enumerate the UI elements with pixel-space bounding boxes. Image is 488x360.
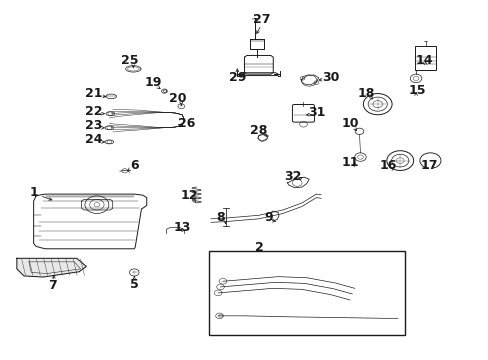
Text: 18: 18 <box>357 87 375 100</box>
Text: 26: 26 <box>178 117 195 130</box>
Text: 23: 23 <box>85 119 102 132</box>
Text: 3: 3 <box>264 258 272 271</box>
Text: 13: 13 <box>173 221 190 234</box>
Text: 17: 17 <box>419 159 437 172</box>
Text: 5: 5 <box>130 278 139 291</box>
Text: 28: 28 <box>250 124 267 137</box>
Text: 27: 27 <box>252 13 269 26</box>
Text: 32: 32 <box>283 170 301 183</box>
Text: 29: 29 <box>228 71 245 84</box>
Text: 16: 16 <box>379 159 396 172</box>
Text: 31: 31 <box>307 107 325 120</box>
Text: 11: 11 <box>341 156 358 169</box>
Text: 22: 22 <box>84 105 102 118</box>
Text: 14: 14 <box>415 54 432 67</box>
Polygon shape <box>17 258 86 277</box>
Bar <box>414 46 435 70</box>
Text: 6: 6 <box>130 159 138 172</box>
Text: 20: 20 <box>168 93 186 105</box>
Text: 15: 15 <box>407 84 425 96</box>
Text: 25: 25 <box>121 54 138 67</box>
Text: 24: 24 <box>84 133 102 146</box>
Text: 30: 30 <box>322 71 339 84</box>
Text: 8: 8 <box>216 211 224 224</box>
Text: 1: 1 <box>29 186 38 199</box>
Text: 19: 19 <box>144 76 162 90</box>
Text: 4: 4 <box>364 299 373 312</box>
Text: 10: 10 <box>341 117 358 130</box>
Text: 9: 9 <box>264 211 272 224</box>
Text: 12: 12 <box>180 189 198 202</box>
Bar <box>208 251 404 335</box>
Text: 2: 2 <box>254 240 263 253</box>
Text: 21: 21 <box>84 87 102 100</box>
Text: 7: 7 <box>48 279 57 292</box>
